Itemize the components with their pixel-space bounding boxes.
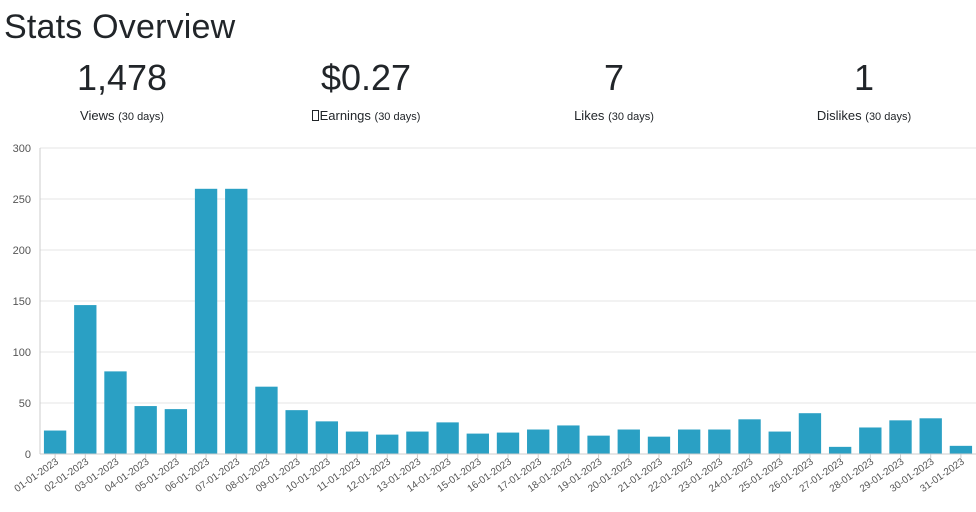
missing-glyph-icon	[311, 110, 319, 121]
y-tick-label: 250	[13, 194, 31, 206]
y-tick-label: 100	[13, 347, 31, 359]
stat-dislikes-value: 1	[853, 57, 875, 98]
bar[interactable]	[194, 188, 218, 455]
bar[interactable]	[225, 188, 248, 455]
bar[interactable]	[496, 432, 520, 454]
y-tick-label: 0	[25, 449, 31, 461]
y-tick-label: 300	[13, 143, 31, 155]
page-title: Stats Overview	[4, 8, 236, 46]
views-bar-chart: 05010015020025030001-01-202302-01-202303…	[13, 143, 976, 495]
stat-earnings: $0.27 Earnings (30 days)	[244, 56, 488, 123]
stat-earnings-value: $0.27	[320, 57, 412, 98]
stat-earnings-period: (30 days)	[374, 111, 421, 123]
stat-earnings-label-text: Earnings	[319, 108, 371, 123]
stat-dislikes-label-text: Dislikes	[816, 108, 862, 123]
bar[interactable]	[376, 434, 399, 454]
y-tick-label: 150	[13, 296, 31, 308]
stat-likes-value: 7	[603, 57, 625, 98]
stat-dislikes-label: Dislikes (30 days)	[742, 108, 976, 123]
bar[interactable]	[647, 436, 671, 454]
bar[interactable]	[406, 431, 429, 454]
stat-views: 1,478 Views (30 days)	[0, 56, 244, 123]
bar[interactable]	[798, 413, 822, 454]
bar[interactable]	[677, 429, 701, 454]
bar[interactable]	[557, 425, 580, 454]
stat-dislikes: 1 Dislikes (30 days)	[742, 56, 976, 123]
stat-earnings-label: Earnings (30 days)	[244, 108, 488, 123]
bar[interactable]	[43, 430, 67, 454]
stat-likes-label-text: Likes	[574, 108, 605, 123]
bar[interactable]	[738, 419, 761, 454]
bar[interactable]	[255, 386, 278, 454]
bar[interactable]	[617, 429, 640, 454]
stat-views-value: 1,478	[76, 57, 168, 98]
bar[interactable]	[587, 435, 610, 454]
bar[interactable]	[74, 305, 97, 454]
bar[interactable]	[345, 431, 369, 454]
stat-dislikes-period: (30 days)	[865, 111, 912, 123]
stat-likes-period: (30 days)	[608, 111, 654, 123]
views-chart-container: 0 50 100 150 200 250 300 01-01-2023 02-01-2023 03…	[0, 138, 976, 512]
stat-views-label: Views (30 days)	[0, 108, 244, 123]
stat-likes: 7 Likes (30 days)	[492, 56, 736, 123]
y-tick-label: 200	[13, 245, 31, 257]
bar[interactable]	[828, 446, 852, 454]
bar[interactable]	[436, 422, 459, 454]
bar[interactable]	[768, 431, 791, 454]
bar[interactable]	[527, 429, 550, 454]
bar[interactable]	[889, 420, 912, 454]
bar[interactable]	[164, 409, 188, 454]
bar[interactable]	[949, 445, 973, 454]
bar[interactable]	[104, 371, 127, 454]
bar[interactable]	[859, 427, 882, 454]
stat-views-label-text: Views	[80, 108, 115, 123]
stat-likes-label: Likes (30 days)	[492, 108, 736, 123]
y-tick-label: 50	[19, 398, 31, 410]
bar[interactable]	[285, 410, 308, 454]
bar[interactable]	[708, 429, 731, 454]
bar[interactable]	[134, 406, 157, 454]
bar[interactable]	[466, 433, 489, 454]
stat-views-period: (30 days)	[118, 111, 164, 123]
bar[interactable]	[315, 421, 339, 454]
bar[interactable]	[919, 418, 942, 454]
stats-summary: 1,478 Views (30 days) $0.27 Earnings (30…	[0, 56, 976, 136]
